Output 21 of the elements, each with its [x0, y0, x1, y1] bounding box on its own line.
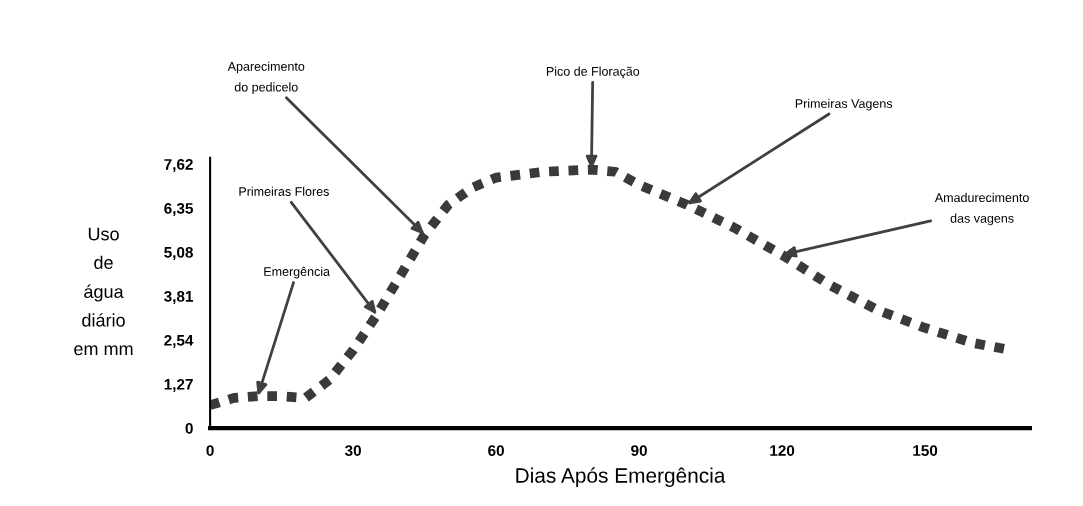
y-tick-label: 7,62	[164, 158, 193, 173]
x-tick-label: 90	[631, 445, 647, 456]
annotation: Emergência	[264, 266, 331, 279]
annotation: Primeiras Vagens	[795, 98, 893, 111]
y-tick-label: 0	[185, 422, 193, 434]
annotation: Primeiras Flores	[239, 186, 329, 196]
y-tick-label: 1,27	[164, 378, 193, 392]
x-tick-label: 0	[206, 445, 214, 456]
x-tick-label: 150	[913, 445, 938, 456]
annotation: Aparecimento do pedicelo	[227, 61, 305, 95]
y-tick-label: 2,54	[164, 334, 194, 348]
x-tick-label: 30	[344, 445, 361, 456]
y-tick-label: 5,08	[164, 246, 193, 260]
y-tick-label: 6,35	[164, 202, 194, 216]
y-tick-label: 3,81	[164, 290, 194, 304]
x-tick-label: 60	[488, 445, 504, 456]
y-axis-title: Uso de água diário em mm	[74, 227, 133, 356]
x-axis-title: Dias Após Emergência	[516, 467, 726, 487]
annotation: Amadurecimento das vagens	[934, 192, 1029, 226]
annotation: Pico de Floração	[546, 66, 640, 79]
x-tick-label: 120	[770, 445, 795, 456]
